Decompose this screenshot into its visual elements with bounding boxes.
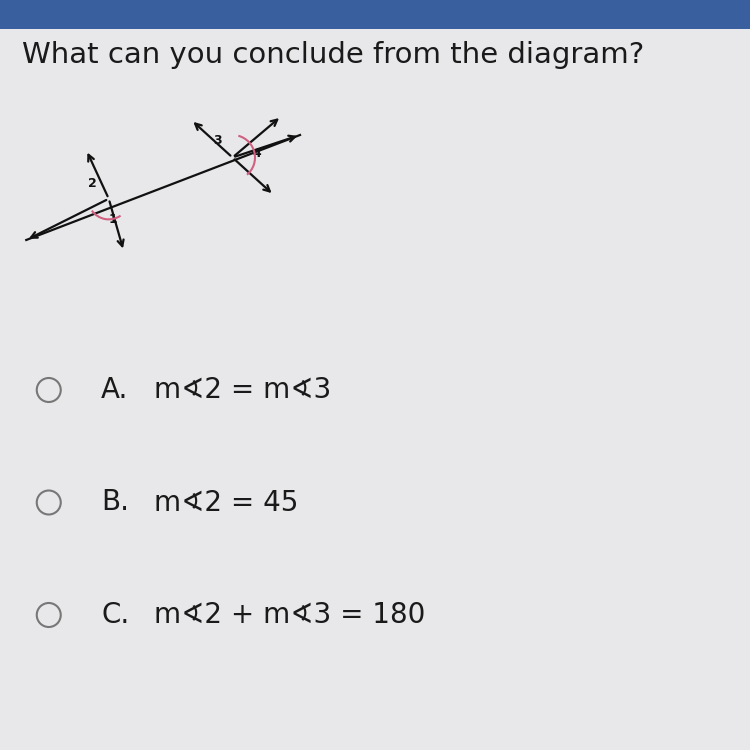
Text: m∢2 = m∢3: m∢2 = m∢3 [154,376,331,404]
Text: 4: 4 [252,147,261,160]
Text: 1: 1 [108,213,117,226]
Bar [0,0,750,28]
Text: B.: B. [101,488,129,517]
Text: m∢2 = 45: m∢2 = 45 [154,488,298,517]
Text: A.: A. [101,376,129,404]
Text: C.: C. [101,601,130,629]
Text: 2: 2 [88,177,97,190]
Text: m∢2 + m∢3 = 180: m∢2 + m∢3 = 180 [154,601,425,629]
Text: What can you conclude from the diagram?: What can you conclude from the diagram? [22,41,645,69]
Text: 3: 3 [213,134,222,148]
